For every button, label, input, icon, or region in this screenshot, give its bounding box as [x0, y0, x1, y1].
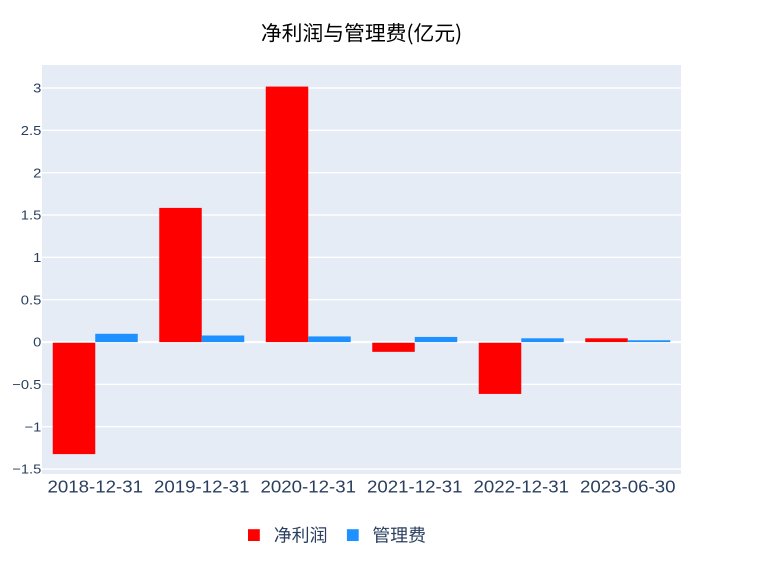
- svg-text:−1: −1: [25, 419, 42, 434]
- svg-text:1.5: 1.5: [21, 208, 42, 223]
- svg-text:1: 1: [33, 250, 41, 265]
- svg-text:2019-12-31: 2019-12-31: [154, 476, 250, 496]
- svg-text:−1.5: −1.5: [12, 462, 41, 477]
- svg-text:2018-12-31: 2018-12-31: [48, 476, 144, 496]
- svg-text:2020-12-31: 2020-12-31: [261, 476, 357, 496]
- svg-text:2023-06-30: 2023-06-30: [580, 476, 676, 496]
- svg-text:0.5: 0.5: [21, 292, 42, 307]
- svg-text:3: 3: [33, 81, 41, 96]
- svg-text:2022-12-31: 2022-12-31: [474, 476, 570, 496]
- svg-text:−0.5: −0.5: [12, 377, 41, 392]
- svg-text:2: 2: [33, 165, 41, 180]
- svg-text:2.5: 2.5: [21, 123, 42, 138]
- svg-text:0: 0: [33, 335, 41, 350]
- svg-text:2021-12-31: 2021-12-31: [367, 476, 463, 496]
